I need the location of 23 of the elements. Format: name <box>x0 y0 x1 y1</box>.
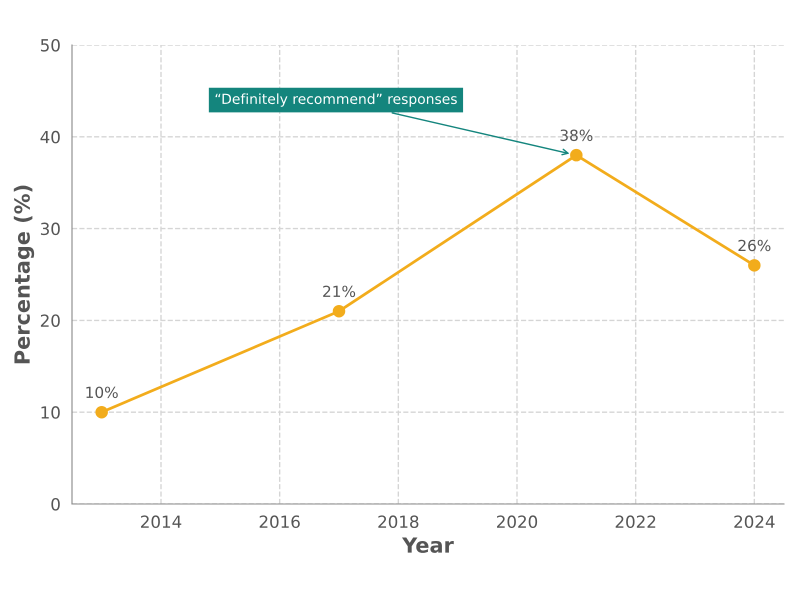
x-tick-label: 2018 <box>378 515 418 528</box>
y-tick-label: 30 <box>40 222 60 236</box>
x-tick-label: 2020 <box>497 515 538 528</box>
x-tick-label: 2016 <box>260 515 300 528</box>
x-axis-title: Year <box>402 537 454 553</box>
y-tick-label: 0 <box>51 498 60 511</box>
y-tick-label: 50 <box>40 38 60 52</box>
data-label: 21% <box>323 286 356 298</box>
x-tick-label: 2022 <box>616 515 656 528</box>
y-tick-label: 40 <box>40 130 60 144</box>
point <box>95 406 108 418</box>
point <box>748 259 761 272</box>
point <box>332 304 346 318</box>
data-label: 38% <box>560 130 592 142</box>
annotation: “Definitely recommend” responses <box>216 93 457 107</box>
data-label: 26% <box>738 240 770 252</box>
y-axis-title: Percentage (%) <box>14 186 34 364</box>
x-tick-label: 2014 <box>141 515 182 528</box>
y-tick-label: 20 <box>40 314 60 327</box>
x-tick-label: 2024 <box>734 515 775 528</box>
data-label: 10% <box>86 386 118 398</box>
point <box>570 148 583 162</box>
y-tick-label: 10 <box>42 406 60 419</box>
